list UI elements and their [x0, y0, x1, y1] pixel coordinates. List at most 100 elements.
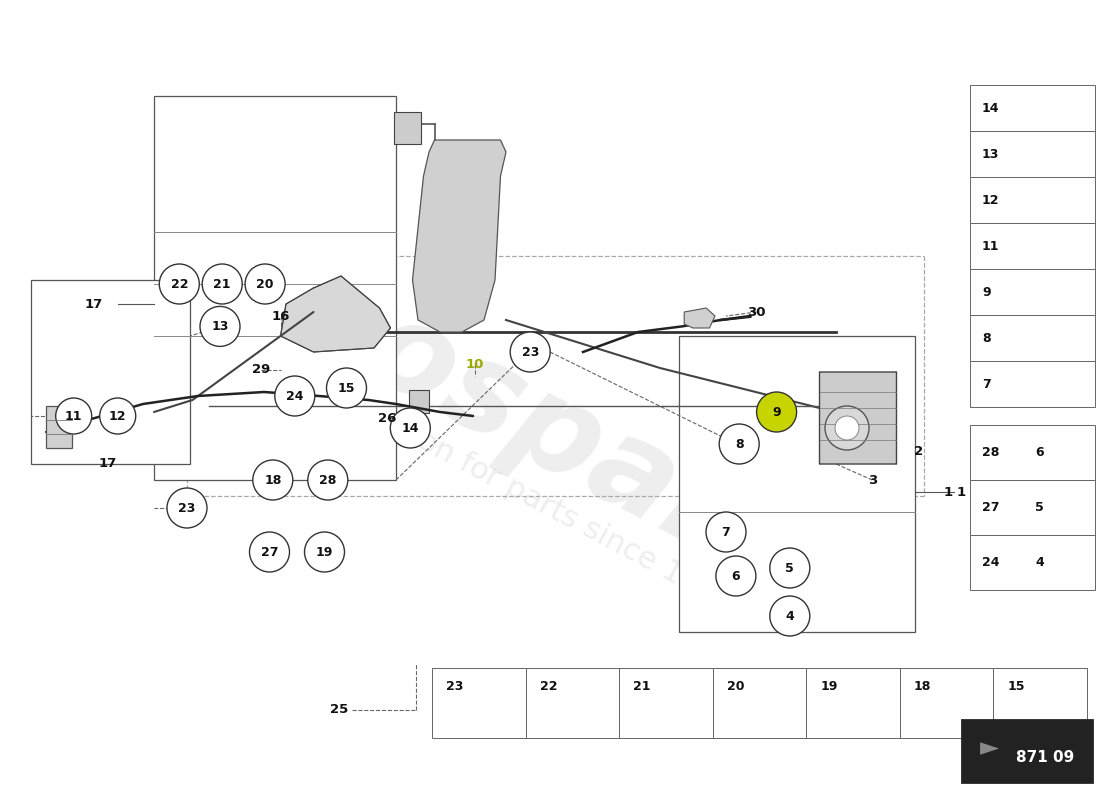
Text: 9: 9 — [982, 286, 991, 298]
Circle shape — [706, 512, 746, 552]
Text: 4: 4 — [1035, 556, 1044, 569]
Polygon shape — [412, 140, 506, 332]
Bar — [970, 223, 1094, 269]
Text: 2: 2 — [914, 446, 923, 458]
Text: 6: 6 — [732, 570, 740, 582]
Text: 12: 12 — [109, 410, 126, 422]
Text: 13: 13 — [982, 147, 1000, 161]
Bar — [713, 668, 806, 738]
Bar — [679, 336, 915, 632]
Circle shape — [56, 398, 91, 434]
Text: 14: 14 — [982, 102, 1000, 114]
Text: 20: 20 — [727, 680, 745, 693]
Text: 26: 26 — [378, 412, 396, 425]
Text: 5: 5 — [785, 562, 794, 574]
Text: 30: 30 — [748, 306, 766, 318]
Text: 15: 15 — [1008, 680, 1025, 693]
Bar — [970, 425, 1094, 480]
Text: 8: 8 — [982, 331, 991, 345]
Bar — [970, 535, 1094, 590]
Text: 18: 18 — [914, 680, 932, 693]
Bar — [970, 177, 1094, 223]
Text: 19: 19 — [821, 680, 838, 693]
Text: 21: 21 — [634, 680, 651, 693]
Text: 27: 27 — [261, 546, 278, 558]
Circle shape — [825, 406, 869, 450]
Circle shape — [167, 488, 207, 528]
FancyBboxPatch shape — [394, 112, 421, 144]
Text: 22: 22 — [540, 680, 558, 693]
Polygon shape — [46, 406, 72, 448]
Text: 15: 15 — [338, 382, 355, 394]
Text: 5: 5 — [1035, 501, 1044, 514]
Text: 20: 20 — [256, 278, 274, 290]
Text: 19: 19 — [316, 546, 333, 558]
Circle shape — [100, 398, 135, 434]
Bar — [432, 668, 526, 738]
Text: 8: 8 — [735, 438, 744, 450]
Text: ►: ► — [980, 736, 999, 760]
Circle shape — [719, 424, 759, 464]
Text: 1: 1 — [957, 486, 966, 498]
Text: 28: 28 — [982, 446, 1000, 459]
Circle shape — [202, 264, 242, 304]
FancyBboxPatch shape — [820, 372, 896, 464]
Text: 18: 18 — [264, 474, 282, 486]
Text: a passion for parts since 1985: a passion for parts since 1985 — [318, 375, 738, 617]
Text: 3: 3 — [868, 474, 877, 486]
Bar — [970, 85, 1094, 131]
Text: 11: 11 — [982, 239, 1000, 253]
Circle shape — [716, 556, 756, 596]
Text: 27: 27 — [982, 501, 1000, 514]
Bar — [970, 269, 1094, 315]
Circle shape — [200, 306, 240, 346]
Circle shape — [835, 416, 859, 440]
Text: 23: 23 — [447, 680, 464, 693]
Text: 4: 4 — [785, 610, 794, 622]
Circle shape — [275, 376, 315, 416]
Text: 871 09: 871 09 — [1016, 750, 1074, 766]
Text: 11: 11 — [65, 410, 82, 422]
Polygon shape — [280, 276, 390, 352]
Text: 7: 7 — [982, 378, 991, 390]
Text: 6: 6 — [1035, 446, 1044, 459]
Text: 1: 1 — [944, 486, 953, 498]
Text: 22: 22 — [170, 278, 188, 290]
Text: 24: 24 — [982, 556, 1000, 569]
Circle shape — [327, 368, 366, 408]
Circle shape — [245, 264, 285, 304]
Circle shape — [770, 548, 810, 588]
Text: 21: 21 — [213, 278, 231, 290]
Text: 23: 23 — [521, 346, 539, 358]
Text: 12: 12 — [982, 194, 1000, 206]
Circle shape — [250, 532, 289, 572]
Bar — [970, 315, 1094, 361]
Bar — [970, 361, 1094, 407]
Text: 7: 7 — [722, 526, 730, 538]
Text: 28: 28 — [319, 474, 337, 486]
FancyBboxPatch shape — [962, 720, 1092, 782]
Bar — [900, 668, 993, 738]
Text: 17: 17 — [85, 298, 102, 310]
Text: 24: 24 — [286, 390, 304, 402]
Circle shape — [305, 532, 344, 572]
Text: 25: 25 — [330, 703, 348, 716]
Bar — [970, 480, 1094, 535]
Text: 17: 17 — [99, 458, 117, 470]
Text: 16: 16 — [272, 310, 289, 322]
Circle shape — [253, 460, 293, 500]
Circle shape — [757, 392, 796, 432]
Circle shape — [160, 264, 199, 304]
Bar — [970, 131, 1094, 177]
Bar — [619, 668, 713, 738]
Circle shape — [770, 596, 810, 636]
Bar — [526, 668, 619, 738]
Circle shape — [390, 408, 430, 448]
Text: 13: 13 — [211, 320, 229, 333]
Bar — [806, 668, 900, 738]
Text: 14: 14 — [402, 422, 419, 434]
Bar — [154, 96, 396, 480]
Text: 10: 10 — [466, 358, 484, 370]
Text: 23: 23 — [178, 502, 196, 514]
Bar — [31, 280, 190, 464]
